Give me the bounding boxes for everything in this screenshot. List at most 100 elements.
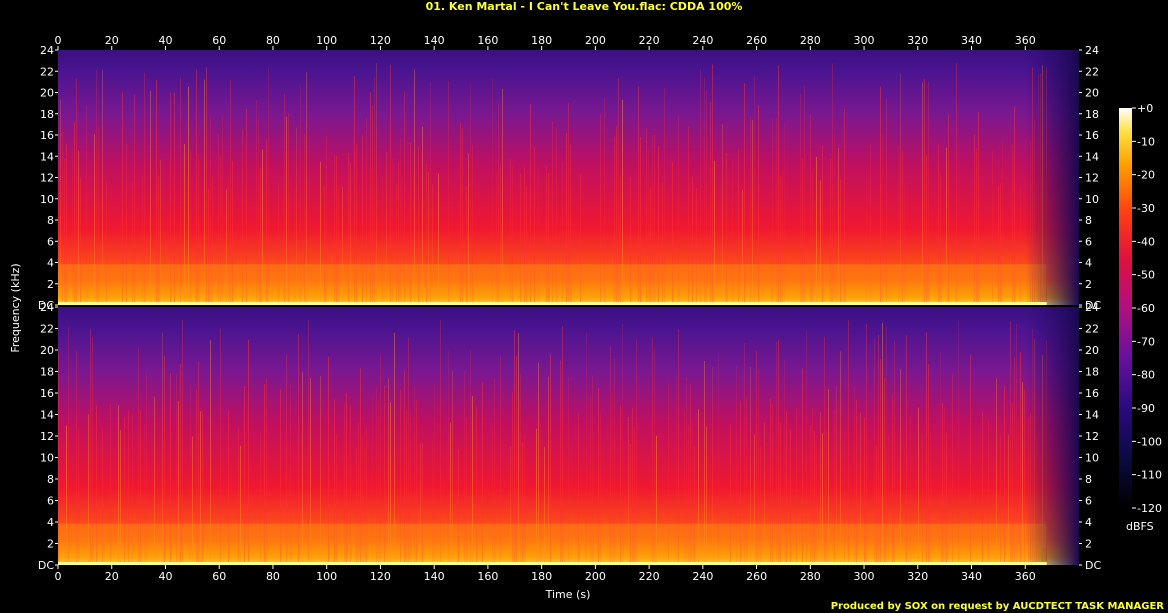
energy-stripe — [206, 67, 207, 305]
energy-stripe — [342, 187, 343, 305]
energy-stripe — [392, 158, 393, 305]
y-tick-label: 20 — [1085, 344, 1099, 357]
energy-stripe — [834, 134, 835, 305]
x-tick-label: 140 — [424, 34, 445, 47]
energy-stripe — [518, 333, 519, 565]
y-tick-label: 22 — [1085, 65, 1099, 78]
energy-stripe — [568, 103, 569, 306]
energy-stripe — [726, 153, 727, 305]
energy-stripe — [848, 320, 849, 565]
energy-stripe — [622, 324, 623, 565]
energy-stripe — [530, 104, 531, 305]
energy-stripe — [630, 443, 631, 565]
energy-stripe — [464, 370, 465, 565]
energy-stripe — [998, 186, 999, 305]
y-tick-label: 2 — [1085, 278, 1092, 291]
y-tick-label: 4 — [1085, 516, 1092, 529]
y-tick-label: 18 — [40, 366, 54, 379]
energy-stripe — [894, 340, 895, 565]
x-tick-label: 260 — [746, 34, 767, 47]
energy-stripe — [246, 108, 247, 305]
y-tick-label: DC — [38, 559, 54, 572]
energy-stripe — [854, 386, 855, 565]
energy-stripe — [882, 322, 883, 565]
credit-text: Produced by SOX on request by AUCDTECT T… — [831, 601, 1165, 612]
energy-stripe — [704, 360, 705, 565]
energy-stripe — [458, 448, 459, 565]
energy-stripe — [930, 430, 931, 565]
energy-stripe — [76, 351, 77, 565]
energy-stripe — [688, 425, 689, 565]
energy-stripe — [146, 371, 147, 565]
energy-stripe — [866, 324, 867, 565]
x-tick-label: 180 — [531, 34, 552, 47]
y-tick-label: 6 — [1085, 495, 1092, 508]
energy-stripe — [844, 432, 845, 565]
energy-stripe — [776, 341, 777, 565]
energy-stripe — [62, 130, 63, 305]
energy-stripe — [512, 392, 513, 565]
energy-stripe — [1012, 402, 1013, 565]
energy-stripe — [524, 167, 525, 305]
y-tick-label: 10 — [1085, 193, 1099, 206]
energy-stripe — [298, 334, 299, 565]
y-tick-label: 24 — [1085, 44, 1099, 57]
chart-title: 01. Ken Martal - I Can't Leave You.flac:… — [426, 0, 743, 13]
energy-stripe — [948, 113, 949, 305]
energy-stripe — [222, 116, 223, 305]
energy-stripe — [918, 407, 919, 565]
energy-stripe — [362, 134, 363, 305]
energy-stripe — [138, 347, 139, 565]
energy-stripe — [174, 93, 175, 305]
spectrogram-channel-1 — [58, 50, 1079, 306]
energy-stripe — [476, 405, 477, 565]
energy-stripe — [140, 410, 141, 565]
energy-stripe — [68, 326, 69, 565]
energy-stripe — [94, 133, 95, 305]
energy-stripe — [460, 122, 461, 305]
energy-stripe — [156, 80, 157, 305]
colorbar-tick-label: -90 — [1137, 402, 1155, 415]
energy-stripe — [824, 336, 825, 565]
energy-stripe — [786, 411, 787, 565]
energy-stripe — [538, 362, 539, 565]
energy-stripe — [86, 105, 87, 305]
energy-stripe — [366, 118, 367, 306]
energy-stripe — [398, 161, 399, 305]
energy-stripe — [562, 326, 563, 565]
energy-stripe — [1008, 434, 1009, 565]
energy-stripe — [220, 328, 221, 565]
low-frequency-band — [58, 264, 1047, 305]
y-tick-label: DC — [1085, 299, 1101, 312]
energy-stripe — [510, 158, 511, 305]
energy-stripe — [196, 69, 197, 305]
energy-stripe — [400, 138, 401, 305]
energy-stripe — [776, 118, 777, 306]
energy-stripe — [498, 103, 499, 306]
energy-stripe — [822, 433, 823, 565]
energy-stripe — [288, 113, 289, 305]
energy-stripe — [910, 415, 911, 565]
energy-stripe — [192, 436, 193, 565]
energy-stripe — [256, 99, 257, 305]
energy-stripe — [944, 406, 945, 565]
energy-stripe — [66, 143, 67, 305]
energy-stripe — [900, 369, 901, 565]
energy-stripe — [704, 76, 705, 305]
energy-stripe — [586, 331, 587, 565]
energy-stripe — [550, 354, 551, 565]
energy-stripe — [652, 337, 653, 565]
x-tick-label: 340 — [961, 570, 982, 583]
energy-stripe — [286, 116, 287, 305]
energy-stripe — [614, 136, 615, 305]
energy-stripe — [772, 403, 773, 565]
energy-stripe — [810, 425, 811, 565]
energy-stripe — [838, 147, 839, 305]
energy-stripe — [686, 377, 687, 565]
low-frequency-band — [58, 523, 1047, 565]
y-tick-label: 12 — [40, 172, 54, 185]
y-tick-label: 24 — [40, 301, 54, 314]
energy-stripe — [410, 143, 411, 305]
energy-stripe — [880, 359, 881, 565]
energy-stripe — [260, 167, 261, 305]
